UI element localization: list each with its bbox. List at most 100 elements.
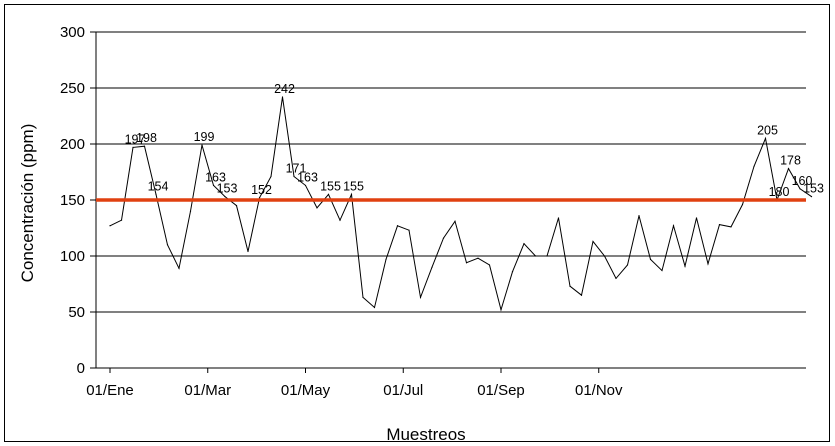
data-label-3: 198 bbox=[136, 131, 157, 145]
data-label-10: 153 bbox=[217, 182, 238, 196]
data-point-38 bbox=[546, 255, 548, 257]
data-point-23 bbox=[373, 306, 376, 309]
data-point-41 bbox=[580, 294, 583, 296]
data-label-15: 242 bbox=[274, 82, 295, 96]
data-point-48 bbox=[661, 269, 663, 272]
data-point-33 bbox=[488, 264, 491, 266]
x-axis-title: Muestreos bbox=[386, 425, 465, 444]
data-label-21: 155 bbox=[343, 179, 364, 193]
data-point-49 bbox=[672, 225, 675, 227]
data-point-0 bbox=[109, 225, 111, 227]
data-point-54 bbox=[730, 226, 732, 228]
data-point-35 bbox=[511, 271, 514, 273]
data-point-22 bbox=[362, 296, 364, 299]
data-point-40 bbox=[569, 285, 571, 287]
y-axis-ticks: 0 50 100 150 200 250 300 bbox=[60, 24, 96, 377]
data-point-37 bbox=[534, 255, 537, 257]
series-line bbox=[109, 96, 812, 312]
data-label-2: 197 bbox=[125, 132, 146, 146]
data-label-60: 160 bbox=[792, 174, 813, 188]
data-point-26 bbox=[408, 229, 410, 231]
data-point-20 bbox=[339, 219, 341, 221]
data-point-12 bbox=[247, 250, 249, 253]
data-point-42 bbox=[592, 240, 594, 243]
grid-lines bbox=[96, 31, 806, 313]
data-point-5 bbox=[166, 244, 169, 246]
x-tick-label-0: 01/Ene bbox=[86, 382, 134, 399]
data-point-27 bbox=[419, 296, 422, 299]
data-point-31 bbox=[465, 262, 468, 264]
data-point-57 bbox=[764, 137, 767, 139]
data-point-36 bbox=[523, 243, 525, 245]
data-point-60 bbox=[799, 188, 801, 190]
data-point-24 bbox=[385, 258, 387, 260]
data-point-2 bbox=[132, 146, 134, 148]
data-point-3 bbox=[143, 145, 146, 147]
data-point-25 bbox=[396, 225, 399, 227]
data-point-45 bbox=[626, 264, 629, 266]
data-point-46 bbox=[638, 215, 640, 217]
data-point-21 bbox=[350, 193, 353, 195]
data-label-13: 152 bbox=[251, 183, 272, 197]
data-label-8: 199 bbox=[194, 130, 215, 144]
data-point-61 bbox=[810, 196, 813, 198]
y-axis-title: Concentración (ppm) bbox=[18, 124, 37, 283]
data-point-43 bbox=[603, 255, 606, 257]
data-label-57: 205 bbox=[757, 123, 778, 137]
data-point-50 bbox=[684, 265, 686, 267]
data-point-10 bbox=[224, 196, 226, 198]
x-axis-ticks: 01/Ene 01/Mar 01/May 01/Jul 01/Sep 01/Nov bbox=[86, 368, 623, 399]
data-label-58: 180 bbox=[769, 185, 790, 199]
data-point-13 bbox=[258, 197, 261, 199]
data-label-9: 163 bbox=[205, 170, 226, 184]
data-label-19: 155 bbox=[320, 179, 341, 193]
x-tick-label-4: 01/Sep bbox=[477, 382, 525, 399]
series-layer bbox=[109, 96, 813, 312]
data-point-18 bbox=[316, 207, 318, 209]
y-tick-label-100: 100 bbox=[60, 248, 85, 265]
data-point-1 bbox=[120, 219, 123, 221]
data-label-16: 171 bbox=[286, 161, 307, 175]
data-point-6 bbox=[178, 267, 180, 269]
data-point-32 bbox=[477, 257, 479, 259]
x-tick-label-2: 01/May bbox=[281, 382, 331, 399]
data-point-7 bbox=[189, 210, 192, 212]
data-point-11 bbox=[235, 205, 238, 207]
y-tick-label-200: 200 bbox=[60, 136, 85, 153]
data-point-19 bbox=[327, 193, 330, 195]
data-point-29 bbox=[442, 237, 445, 239]
data-point-55 bbox=[741, 203, 744, 206]
data-label-17: 163 bbox=[297, 170, 318, 184]
data-point-15 bbox=[281, 96, 284, 98]
data-point-4 bbox=[155, 193, 157, 195]
data-label-4: 154 bbox=[148, 179, 169, 193]
data-point-53 bbox=[718, 224, 721, 226]
data-point-16 bbox=[293, 175, 295, 178]
y-tick-label-50: 50 bbox=[68, 304, 85, 321]
data-point-8 bbox=[201, 144, 203, 146]
data-point-39 bbox=[557, 217, 560, 219]
chart-frame bbox=[4, 4, 830, 442]
data-point-56 bbox=[753, 165, 755, 167]
data-point-47 bbox=[649, 258, 652, 260]
data-label-61: 153 bbox=[803, 182, 824, 196]
data-point-52 bbox=[707, 263, 709, 265]
data-point-28 bbox=[431, 266, 433, 268]
x-tick-label-5: 01/Nov bbox=[575, 382, 623, 399]
y-tick-label-150: 150 bbox=[60, 192, 85, 209]
data-point-51 bbox=[695, 217, 698, 219]
data-point-34 bbox=[500, 309, 502, 311]
y-tick-label-0: 0 bbox=[77, 360, 85, 377]
y-tick-label-300: 300 bbox=[60, 24, 85, 41]
x-tick-label-1: 01/Mar bbox=[184, 382, 231, 399]
x-tick-label-3: 01/Jul bbox=[383, 382, 423, 399]
data-point-9 bbox=[212, 184, 215, 187]
data-label-59: 178 bbox=[780, 154, 801, 168]
data-point-17 bbox=[304, 184, 307, 187]
data-point-44 bbox=[615, 277, 617, 279]
y-tick-label-250: 250 bbox=[60, 80, 85, 97]
data-point-14 bbox=[270, 175, 272, 178]
data-point-30 bbox=[454, 220, 456, 222]
